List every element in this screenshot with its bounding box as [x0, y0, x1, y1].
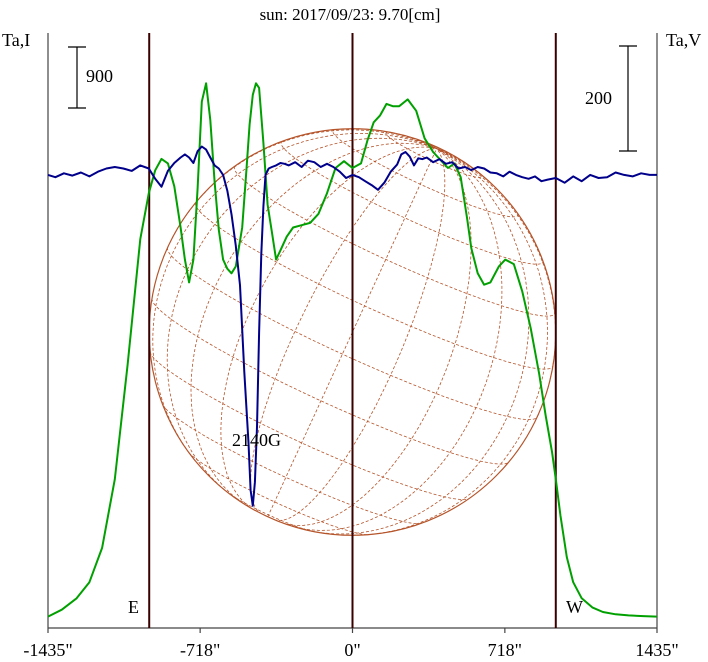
longitude-line [436, 148, 556, 417]
latitude-line [188, 452, 369, 536]
x-tick-label: -1435" [23, 640, 72, 660]
longitude-line [436, 148, 450, 154]
x-tick-label: 718" [488, 640, 522, 660]
left-axis-label: Ta,I [2, 30, 30, 50]
x-tick-label: 1435" [635, 640, 678, 660]
longitude-line [267, 148, 437, 517]
longitude-line [357, 128, 437, 149]
longitude-line [166, 137, 437, 494]
longitude-line [273, 148, 446, 521]
latitude-line [151, 298, 510, 465]
chart-title: sun: 2017/09/23: 9.70[cm] [260, 5, 441, 24]
longitude-line [190, 142, 437, 505]
longitude-line [292, 148, 503, 531]
longitude-line [352, 148, 548, 536]
longitude-line [431, 144, 437, 149]
longitude-line [311, 148, 530, 535]
latitude-line [233, 166, 556, 317]
solar-disk-grid [148, 128, 557, 536]
longitude-line [282, 148, 472, 526]
longitude-line [250, 148, 437, 515]
polarization-series-line [47, 145, 657, 507]
x-tick-label: 0" [344, 640, 360, 660]
longitude-line [436, 147, 438, 149]
x-axis-ticks: -1435" -718" 0" 718" 1435" [23, 628, 679, 660]
longitude-line [398, 133, 437, 149]
scale-bars [68, 45, 637, 152]
latitude-line [162, 404, 422, 524]
longitude-line [152, 133, 437, 466]
intensity-series-line [47, 82, 658, 618]
west-limb-label: W [566, 597, 583, 617]
left-scale-label: 900 [86, 66, 113, 86]
latitude-line [149, 351, 470, 500]
right-axis-label: Ta,V [666, 30, 701, 50]
longitude-line [436, 148, 443, 150]
right-scale-label: 200 [585, 88, 612, 108]
limb-and-center-lines [148, 33, 557, 628]
longitude-line [220, 146, 437, 510]
east-limb-label: E [128, 597, 139, 617]
sunspot-field-annotation: 2140G [232, 430, 281, 450]
x-tick-label: -718" [180, 640, 220, 660]
latitude-line [195, 202, 554, 370]
series-lines [47, 82, 658, 618]
